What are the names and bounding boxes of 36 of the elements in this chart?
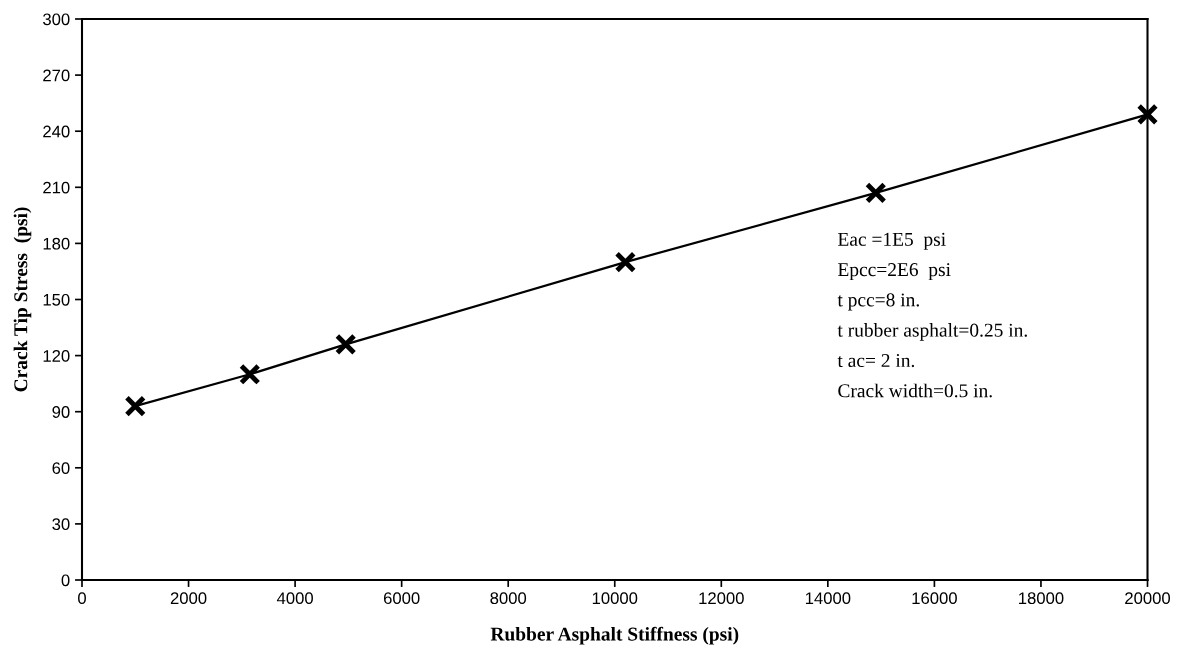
annotation: Eac =1E5 psi bbox=[838, 232, 946, 250]
x-tick-label: 2000 bbox=[170, 592, 207, 605]
y-tick-label: 0 bbox=[61, 574, 70, 587]
y-tick-label: 210 bbox=[43, 181, 70, 194]
x-tick-label: 4000 bbox=[276, 592, 313, 605]
annotation: t pcc=8 in. bbox=[837, 293, 919, 311]
x-tick-label: 0 bbox=[78, 592, 86, 605]
y-tick-label: 150 bbox=[43, 293, 70, 306]
point bbox=[239, 363, 261, 386]
point bbox=[865, 182, 887, 204]
y-tick-label: 270 bbox=[43, 69, 70, 82]
y-tick-label: 120 bbox=[43, 350, 70, 362]
annotation: Epcc=2E6 psi bbox=[838, 263, 951, 281]
y-tick-label: 30 bbox=[52, 518, 70, 531]
x-tick-label: 10000 bbox=[592, 592, 638, 605]
point bbox=[124, 395, 147, 417]
point bbox=[614, 251, 637, 273]
x-tick-label: 14000 bbox=[805, 592, 851, 605]
y-tick-label: 300 bbox=[43, 13, 70, 26]
y-tick-label: 90 bbox=[52, 406, 70, 418]
y-tick-label: 240 bbox=[43, 125, 70, 138]
x-tick-label: 8000 bbox=[490, 592, 527, 605]
x-axis-title: Rubber Asphalt Stiffness (psi) bbox=[490, 626, 739, 645]
point bbox=[334, 333, 357, 356]
annotation: Crack width=0.5 in. bbox=[838, 383, 992, 398]
x-tick-label: 18000 bbox=[1019, 592, 1064, 605]
annotation: t ac= 2 in. bbox=[837, 353, 915, 368]
x-tick-label: 6000 bbox=[383, 592, 420, 605]
point bbox=[1136, 103, 1159, 126]
x-tick-label: 12000 bbox=[699, 592, 744, 605]
y-axis-title: Crack Tip Stress (psi) bbox=[13, 207, 32, 392]
y-tick-label: 180 bbox=[43, 237, 70, 250]
y-tick-label: 60 bbox=[52, 462, 70, 474]
x-tick-label: 20000 bbox=[1125, 592, 1171, 605]
x-tick-label: 16000 bbox=[912, 592, 957, 605]
annotation: t rubber asphalt=0.25 in. bbox=[837, 323, 1027, 341]
